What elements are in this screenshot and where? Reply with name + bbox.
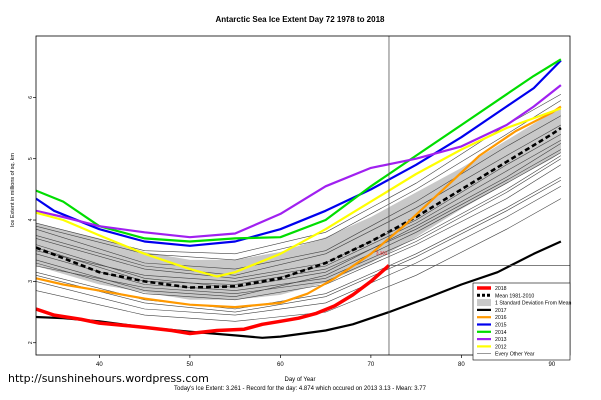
plot-area: 3.261 (36, 36, 570, 355)
legend-label: Every Other Year (495, 352, 535, 358)
legend-label: Mean 1981-2010 (495, 293, 534, 299)
chart-title: Antarctic Sea Ice Extent Day 72 1978 to … (216, 15, 386, 24)
other-year-line (36, 179, 562, 313)
axes: 40 50 60 70 80 90 2 3 4 5 6 (28, 35, 571, 368)
series-2018 (36, 264, 391, 336)
legend-label: 2015 (495, 323, 507, 329)
legend-label: 2014 (495, 330, 507, 336)
series-2016 (36, 105, 562, 309)
legend-label: 2018 (495, 286, 507, 292)
plot-inner (36, 36, 570, 355)
other-year-line (36, 140, 562, 282)
x-tick-label: 60 (277, 362, 284, 368)
y-tick-label: 3 (28, 280, 34, 283)
x-tick-label: 80 (458, 362, 465, 368)
other-year-line (36, 143, 562, 288)
legend-label: 2012 (495, 344, 507, 350)
x-tick-label: 90 (549, 362, 556, 368)
other-year-line (36, 186, 562, 316)
series-2012 (36, 107, 562, 278)
series-2013 (36, 84, 562, 239)
x-tick-label: 40 (96, 362, 103, 368)
plot-border (35, 35, 571, 356)
y-tick-label: 4 (28, 218, 34, 221)
current-value-label: 3.261 (376, 250, 388, 255)
series-2015 (36, 59, 562, 247)
other-year-line (36, 176, 562, 310)
other-year-line (36, 152, 562, 298)
legend-label: 1 Standard Deviation From Mean (495, 301, 572, 307)
x-tick-label: 50 (187, 362, 194, 368)
chart-footer: Today's Ice Extent: 3.261 - Record for t… (174, 386, 427, 392)
y-tick-label: 2 (28, 341, 34, 344)
y-tick-label: 5 (28, 157, 34, 160)
legend-label: 2016 (495, 315, 507, 321)
legend-label: 2013 (495, 337, 507, 343)
std-dev-band (36, 106, 561, 300)
x-tick-label: 70 (368, 362, 375, 368)
other-year-line (36, 155, 562, 291)
other-year-line (36, 198, 562, 322)
y-tick-label: 6 (28, 96, 34, 99)
watermark-url: http://sunshinehours.wordpress.com (8, 372, 209, 385)
y-axis-label: Ice Extent in millions of sq. km (10, 153, 16, 227)
x-axis-label: Day of Year (284, 377, 315, 383)
other-year-line (36, 115, 562, 270)
other-year-line (36, 158, 562, 295)
legend-label: 2017 (495, 308, 507, 314)
series-2014 (36, 58, 562, 243)
other-year-line (36, 124, 562, 276)
mean-line (36, 126, 562, 289)
